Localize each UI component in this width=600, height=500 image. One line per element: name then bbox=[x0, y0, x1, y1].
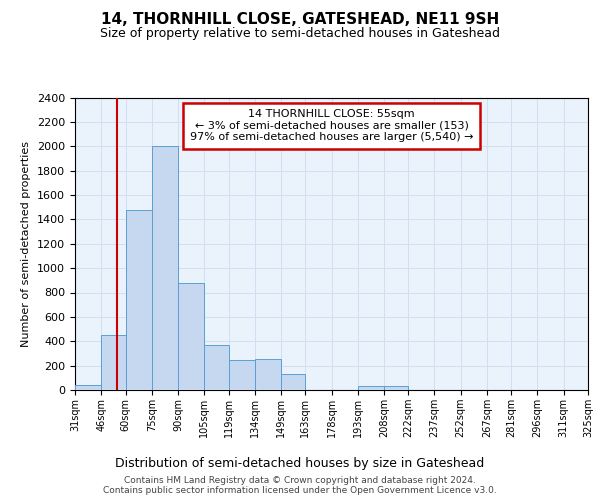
Bar bbox=[204, 345, 229, 390]
Bar bbox=[281, 374, 305, 390]
Bar bbox=[384, 386, 408, 390]
Text: Distribution of semi-detached houses by size in Gateshead: Distribution of semi-detached houses by … bbox=[115, 458, 485, 470]
Bar bbox=[101, 335, 125, 390]
Bar bbox=[152, 146, 178, 390]
Bar bbox=[255, 359, 281, 390]
Y-axis label: Number of semi-detached properties: Number of semi-detached properties bbox=[22, 141, 31, 347]
Text: Size of property relative to semi-detached houses in Gateshead: Size of property relative to semi-detach… bbox=[100, 28, 500, 40]
Bar bbox=[75, 384, 101, 390]
Bar bbox=[358, 386, 384, 390]
Bar bbox=[229, 360, 255, 390]
Bar bbox=[178, 283, 204, 390]
Text: 14 THORNHILL CLOSE: 55sqm
← 3% of semi-detached houses are smaller (153)
97% of : 14 THORNHILL CLOSE: 55sqm ← 3% of semi-d… bbox=[190, 109, 473, 142]
Bar bbox=[125, 210, 152, 390]
Text: 14, THORNHILL CLOSE, GATESHEAD, NE11 9SH: 14, THORNHILL CLOSE, GATESHEAD, NE11 9SH bbox=[101, 12, 499, 28]
Text: Contains HM Land Registry data © Crown copyright and database right 2024.
Contai: Contains HM Land Registry data © Crown c… bbox=[103, 476, 497, 495]
